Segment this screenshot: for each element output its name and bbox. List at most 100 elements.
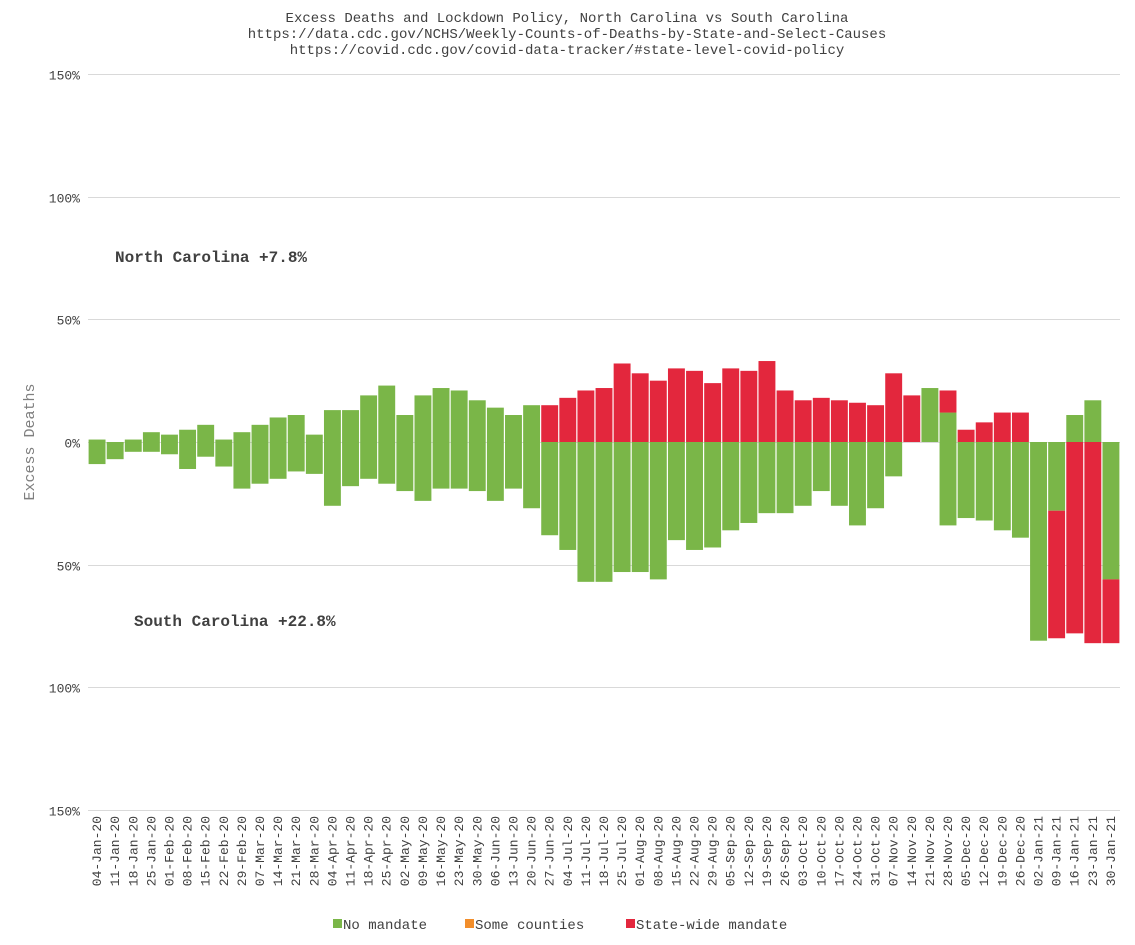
sc-bar-no-mandate: [577, 442, 595, 582]
nc-bar-state-wide: [541, 405, 559, 442]
x-tick-label: 05-Dec-20: [959, 816, 974, 886]
x-tick-label: 28-Mar-20: [307, 816, 322, 886]
sc-bar-state-wide: [1048, 510, 1066, 639]
sc-bar-no-mandate: [722, 442, 740, 531]
nc-bar-no-mandate: [414, 395, 432, 442]
x-tick-label: 29-Feb-20: [235, 816, 250, 886]
nc-bar-no-mandate: [468, 400, 486, 442]
nc-bar-state-wide: [740, 370, 758, 442]
nc-bar-state-wide: [830, 400, 848, 442]
nc-bar-state-wide: [595, 388, 613, 442]
x-tick-label: 21-Nov-20: [923, 816, 938, 886]
x-tick-label: 30-May-20: [470, 816, 485, 886]
sc-bar-no-mandate: [595, 442, 613, 582]
nc-bar-no-mandate: [323, 410, 341, 442]
x-tick-label: 24-Oct-20: [850, 816, 865, 886]
sc-bar-no-mandate: [251, 442, 269, 484]
sc-bar-no-mandate: [505, 442, 522, 489]
sc-bar-no-mandate: [197, 442, 215, 457]
y-axis-ticks: 150% 100% 50% 0% 50% 100% 150%: [49, 69, 80, 820]
nc-bar-state-wide: [812, 397, 830, 442]
sc-bar-no-mandate: [740, 442, 758, 523]
nc-bar-no-mandate: [1084, 400, 1102, 442]
nc-bar-no-mandate: [486, 407, 504, 442]
y-axis-label: Excess Deaths: [22, 383, 39, 500]
x-tick-label: 14-Nov-20: [905, 816, 920, 886]
sc-bar-no-mandate: [939, 442, 957, 526]
sc-bar-no-mandate: [432, 442, 450, 489]
sc-bar-no-mandate: [704, 442, 722, 548]
sc-bar-no-mandate: [378, 442, 396, 484]
x-tick-label: 15-Aug-20: [669, 816, 684, 886]
nc-bar-state-wide: [686, 370, 703, 442]
legend-label-no-mandate: No mandate: [343, 918, 427, 934]
nc-bar-no-mandate: [197, 424, 215, 442]
nc-bar-state-wide: [649, 380, 667, 442]
sc-bar-no-mandate: [830, 442, 848, 506]
nc-bar-no-mandate: [360, 395, 378, 442]
x-tick-label: 04-Jan-20: [90, 816, 105, 886]
nc-bar-state-wide: [903, 395, 921, 442]
x-tick-label: 12-Dec-20: [977, 816, 992, 886]
x-tick-label: 18-Jan-20: [126, 816, 141, 886]
chart-subtitle-source-1: https://data.cdc.gov/NCHS/Weekly-Counts-…: [248, 27, 887, 43]
x-tick-label: 13-Jun-20: [506, 816, 521, 886]
x-tick-label: 26-Sep-20: [778, 816, 793, 886]
nc-bar-state-wide: [794, 400, 812, 442]
sc-bar-no-mandate: [1030, 442, 1047, 641]
x-tick-label: 22-Aug-20: [688, 816, 703, 886]
x-tick-label: 12-Sep-20: [742, 816, 757, 886]
sc-bar-no-mandate: [559, 442, 577, 550]
sc-bar-no-mandate: [414, 442, 432, 501]
bar-series: [88, 361, 1120, 644]
nc-bar-state-wide: [704, 383, 722, 442]
x-tick-label: 20-Jun-20: [525, 816, 540, 886]
x-tick-label: 05-Sep-20: [724, 816, 739, 886]
x-tick-label: 22-Feb-20: [217, 816, 232, 886]
sc-bar-no-mandate: [649, 442, 667, 580]
sc-bar-no-mandate: [342, 442, 359, 487]
sc-bar-no-mandate: [215, 442, 233, 467]
nc-bar-state-wide: [577, 390, 595, 442]
sc-bar-no-mandate: [450, 442, 468, 489]
sc-bar-no-mandate: [794, 442, 812, 506]
y-tick-label: 0%: [64, 437, 80, 452]
nc-bar-no-mandate: [179, 429, 197, 442]
x-tick-label: 07-Mar-20: [253, 816, 268, 886]
legend-label-state-wide-mandate: State-wide mandate: [636, 918, 787, 934]
legend-swatch-no-mandate: [333, 919, 342, 928]
x-tick-label: 18-Apr-20: [362, 816, 377, 886]
legend: No mandate Some counties State-wide mand…: [333, 918, 787, 934]
nc-bar-state-wide: [867, 405, 885, 442]
y-tick-label: 50%: [57, 314, 81, 329]
sc-bar-no-mandate: [957, 442, 975, 519]
y-tick-label: 100%: [49, 682, 80, 697]
x-tick-label: 18-Jul-20: [597, 816, 612, 886]
sc-bar-no-mandate: [305, 442, 323, 474]
sc-bar-no-mandate: [1011, 442, 1029, 538]
nc-bar-no-mandate: [921, 388, 939, 442]
nc-bar-state-wide: [939, 390, 957, 413]
x-tick-label: 01-Aug-20: [633, 816, 648, 886]
nc-bar-no-mandate: [142, 432, 160, 442]
sc-bar-no-mandate: [323, 442, 341, 506]
y-tick-label: 150%: [49, 805, 80, 820]
legend-swatch-some-counties: [465, 919, 474, 928]
sc-bar-no-mandate: [161, 442, 178, 455]
nc-bar-no-mandate: [305, 434, 323, 442]
nc-bar-no-mandate: [269, 417, 287, 442]
x-tick-label: 19-Dec-20: [995, 816, 1010, 886]
x-tick-label: 31-Oct-20: [869, 816, 884, 886]
x-tick-label: 04-Apr-20: [325, 816, 340, 886]
sc-bar-no-mandate: [287, 442, 305, 472]
sc-bar-no-mandate: [631, 442, 649, 573]
chart-subtitle-source-2: https://covid.cdc.gov/covid-data-tracker…: [290, 43, 845, 59]
x-tick-label: 01-Feb-20: [162, 816, 177, 886]
sc-bar-no-mandate: [1102, 442, 1120, 580]
nc-bar-state-wide: [993, 412, 1011, 442]
sc-bar-no-mandate: [812, 442, 830, 492]
x-tick-label: 11-Jan-20: [108, 816, 123, 886]
sc-bar-no-mandate: [867, 442, 885, 509]
x-axis-ticks: 04-Jan-20 11-Jan-20 18-Jan-20 25-Jan-20 01-F…: [90, 816, 1119, 886]
nc-bar-state-wide: [613, 363, 631, 442]
